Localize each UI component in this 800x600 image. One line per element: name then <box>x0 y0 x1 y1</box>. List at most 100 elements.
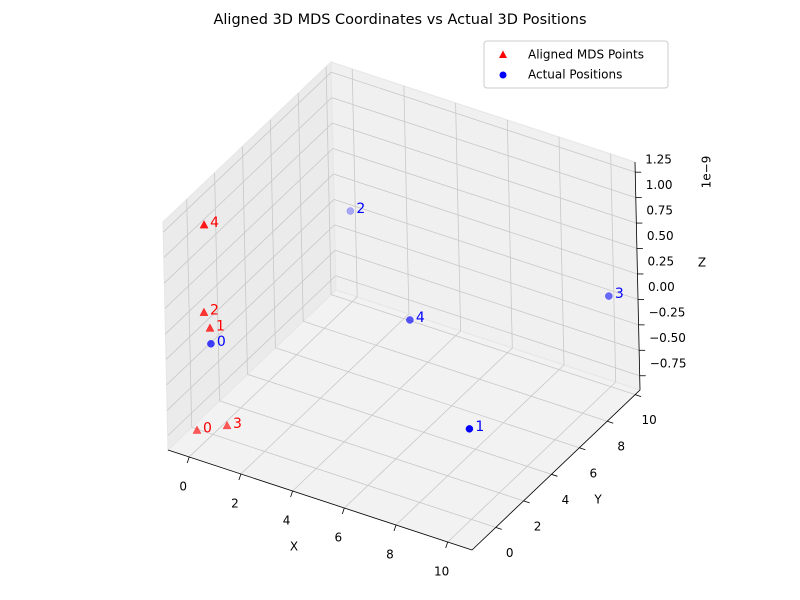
marker <box>346 207 355 215</box>
grid-line <box>351 68 358 297</box>
point-label: 1 <box>475 419 484 435</box>
y-tick-label: 0 <box>506 546 514 560</box>
y-tick-label: 2 <box>534 519 542 533</box>
grid-line <box>219 400 524 502</box>
x-tick-label: 8 <box>386 548 394 562</box>
tick-mark <box>238 473 242 481</box>
grid-line <box>269 119 276 348</box>
z-tick-label: 1.25 <box>645 153 672 167</box>
point-label: 3 <box>615 286 624 302</box>
grid-line <box>330 294 636 396</box>
marker <box>406 316 414 324</box>
marker <box>222 420 232 430</box>
z-tick-label: 0.00 <box>648 280 675 294</box>
point-label: 2 <box>356 201 365 217</box>
point-label: 4 <box>210 215 219 231</box>
y-axis-label: Y <box>593 493 602 507</box>
x-tick-label: 10 <box>434 565 449 579</box>
tick-mark <box>495 527 502 530</box>
grid-line <box>403 85 410 314</box>
grid-line <box>333 173 638 275</box>
grid-line <box>292 330 461 492</box>
marker <box>205 323 215 332</box>
marker <box>499 71 507 79</box>
grid-line <box>166 224 335 386</box>
tick-mark <box>607 420 614 424</box>
x-tick-label: 6 <box>334 530 342 544</box>
grid-line <box>610 153 617 383</box>
grid-line <box>558 136 565 366</box>
point-label: 4 <box>416 310 425 326</box>
marker <box>499 50 507 58</box>
grid-line <box>166 250 336 411</box>
tick-mark <box>634 394 642 398</box>
grid-line <box>240 313 410 475</box>
legend: Aligned MDS Points Actual Positions <box>483 40 669 89</box>
grid-line <box>344 347 513 509</box>
z-tick-label: −0.75 <box>650 356 687 370</box>
grid-line <box>455 102 461 331</box>
marker <box>199 307 209 316</box>
grid-line <box>325 66 332 295</box>
grid-line <box>335 249 640 351</box>
point-label: 1 <box>216 318 225 334</box>
grid-line <box>332 122 637 224</box>
tick-mark <box>290 490 293 498</box>
y-tick-label: 6 <box>590 466 598 480</box>
marker <box>465 425 474 433</box>
y-tick-label: 4 <box>562 493 570 507</box>
grid-line <box>275 347 580 449</box>
point-label: 0 <box>217 334 226 350</box>
x-tick-label: 0 <box>179 479 187 493</box>
grid-line <box>335 275 640 377</box>
y-axis-line <box>471 389 641 551</box>
point-label: 0 <box>203 420 212 436</box>
grid-line <box>447 381 616 543</box>
grid-line <box>163 97 333 258</box>
x-axis-line <box>167 449 473 551</box>
x-axis-label: X <box>290 540 298 554</box>
y-tick-label: 10 <box>641 413 656 427</box>
grid-line <box>297 93 304 322</box>
grid-line <box>191 427 496 528</box>
tick-mark <box>579 447 586 451</box>
x-tick-label: 2 <box>231 496 239 510</box>
x-tick-label: 4 <box>283 513 291 527</box>
tick-mark <box>393 524 397 532</box>
point-label: 3 <box>233 416 242 432</box>
axes: 02468100246810−0.75−0.50−0.250.000.250.5… <box>167 153 687 579</box>
z-tick-label: −0.50 <box>649 331 686 345</box>
z-tick-label: −0.25 <box>649 305 686 319</box>
tick-mark <box>551 473 558 477</box>
legend-label: Actual Positions <box>528 68 622 82</box>
grid-line <box>188 296 358 458</box>
grid-line <box>242 146 248 375</box>
point-label: 2 <box>210 303 219 319</box>
tick-mark <box>341 507 345 515</box>
grid-line <box>186 199 193 428</box>
tick-mark <box>445 541 449 549</box>
grid <box>162 66 640 543</box>
grid-line <box>165 173 334 335</box>
tick-mark <box>186 456 190 464</box>
panes <box>162 60 641 551</box>
grid-line <box>506 119 513 349</box>
z-tick-label: 0.50 <box>647 229 674 243</box>
grid-line <box>164 122 333 284</box>
marker <box>199 220 209 229</box>
chart-title: Aligned 3D MDS Coordinates vs Actual 3D … <box>213 12 586 28</box>
z-axis-label: Z <box>698 256 706 270</box>
grid-line <box>167 275 336 437</box>
z-tick-label: 0.25 <box>647 254 674 268</box>
y-tick-label: 8 <box>617 440 625 454</box>
grid-line <box>162 71 332 233</box>
grid-line <box>395 364 565 526</box>
z-tick-label: 0.75 <box>646 204 673 218</box>
grid-line <box>332 148 638 249</box>
marker <box>192 425 202 434</box>
grid-line <box>165 199 335 360</box>
z-axis-line <box>634 161 641 391</box>
marker <box>207 340 215 348</box>
z-tick-label: 1.00 <box>646 178 673 192</box>
